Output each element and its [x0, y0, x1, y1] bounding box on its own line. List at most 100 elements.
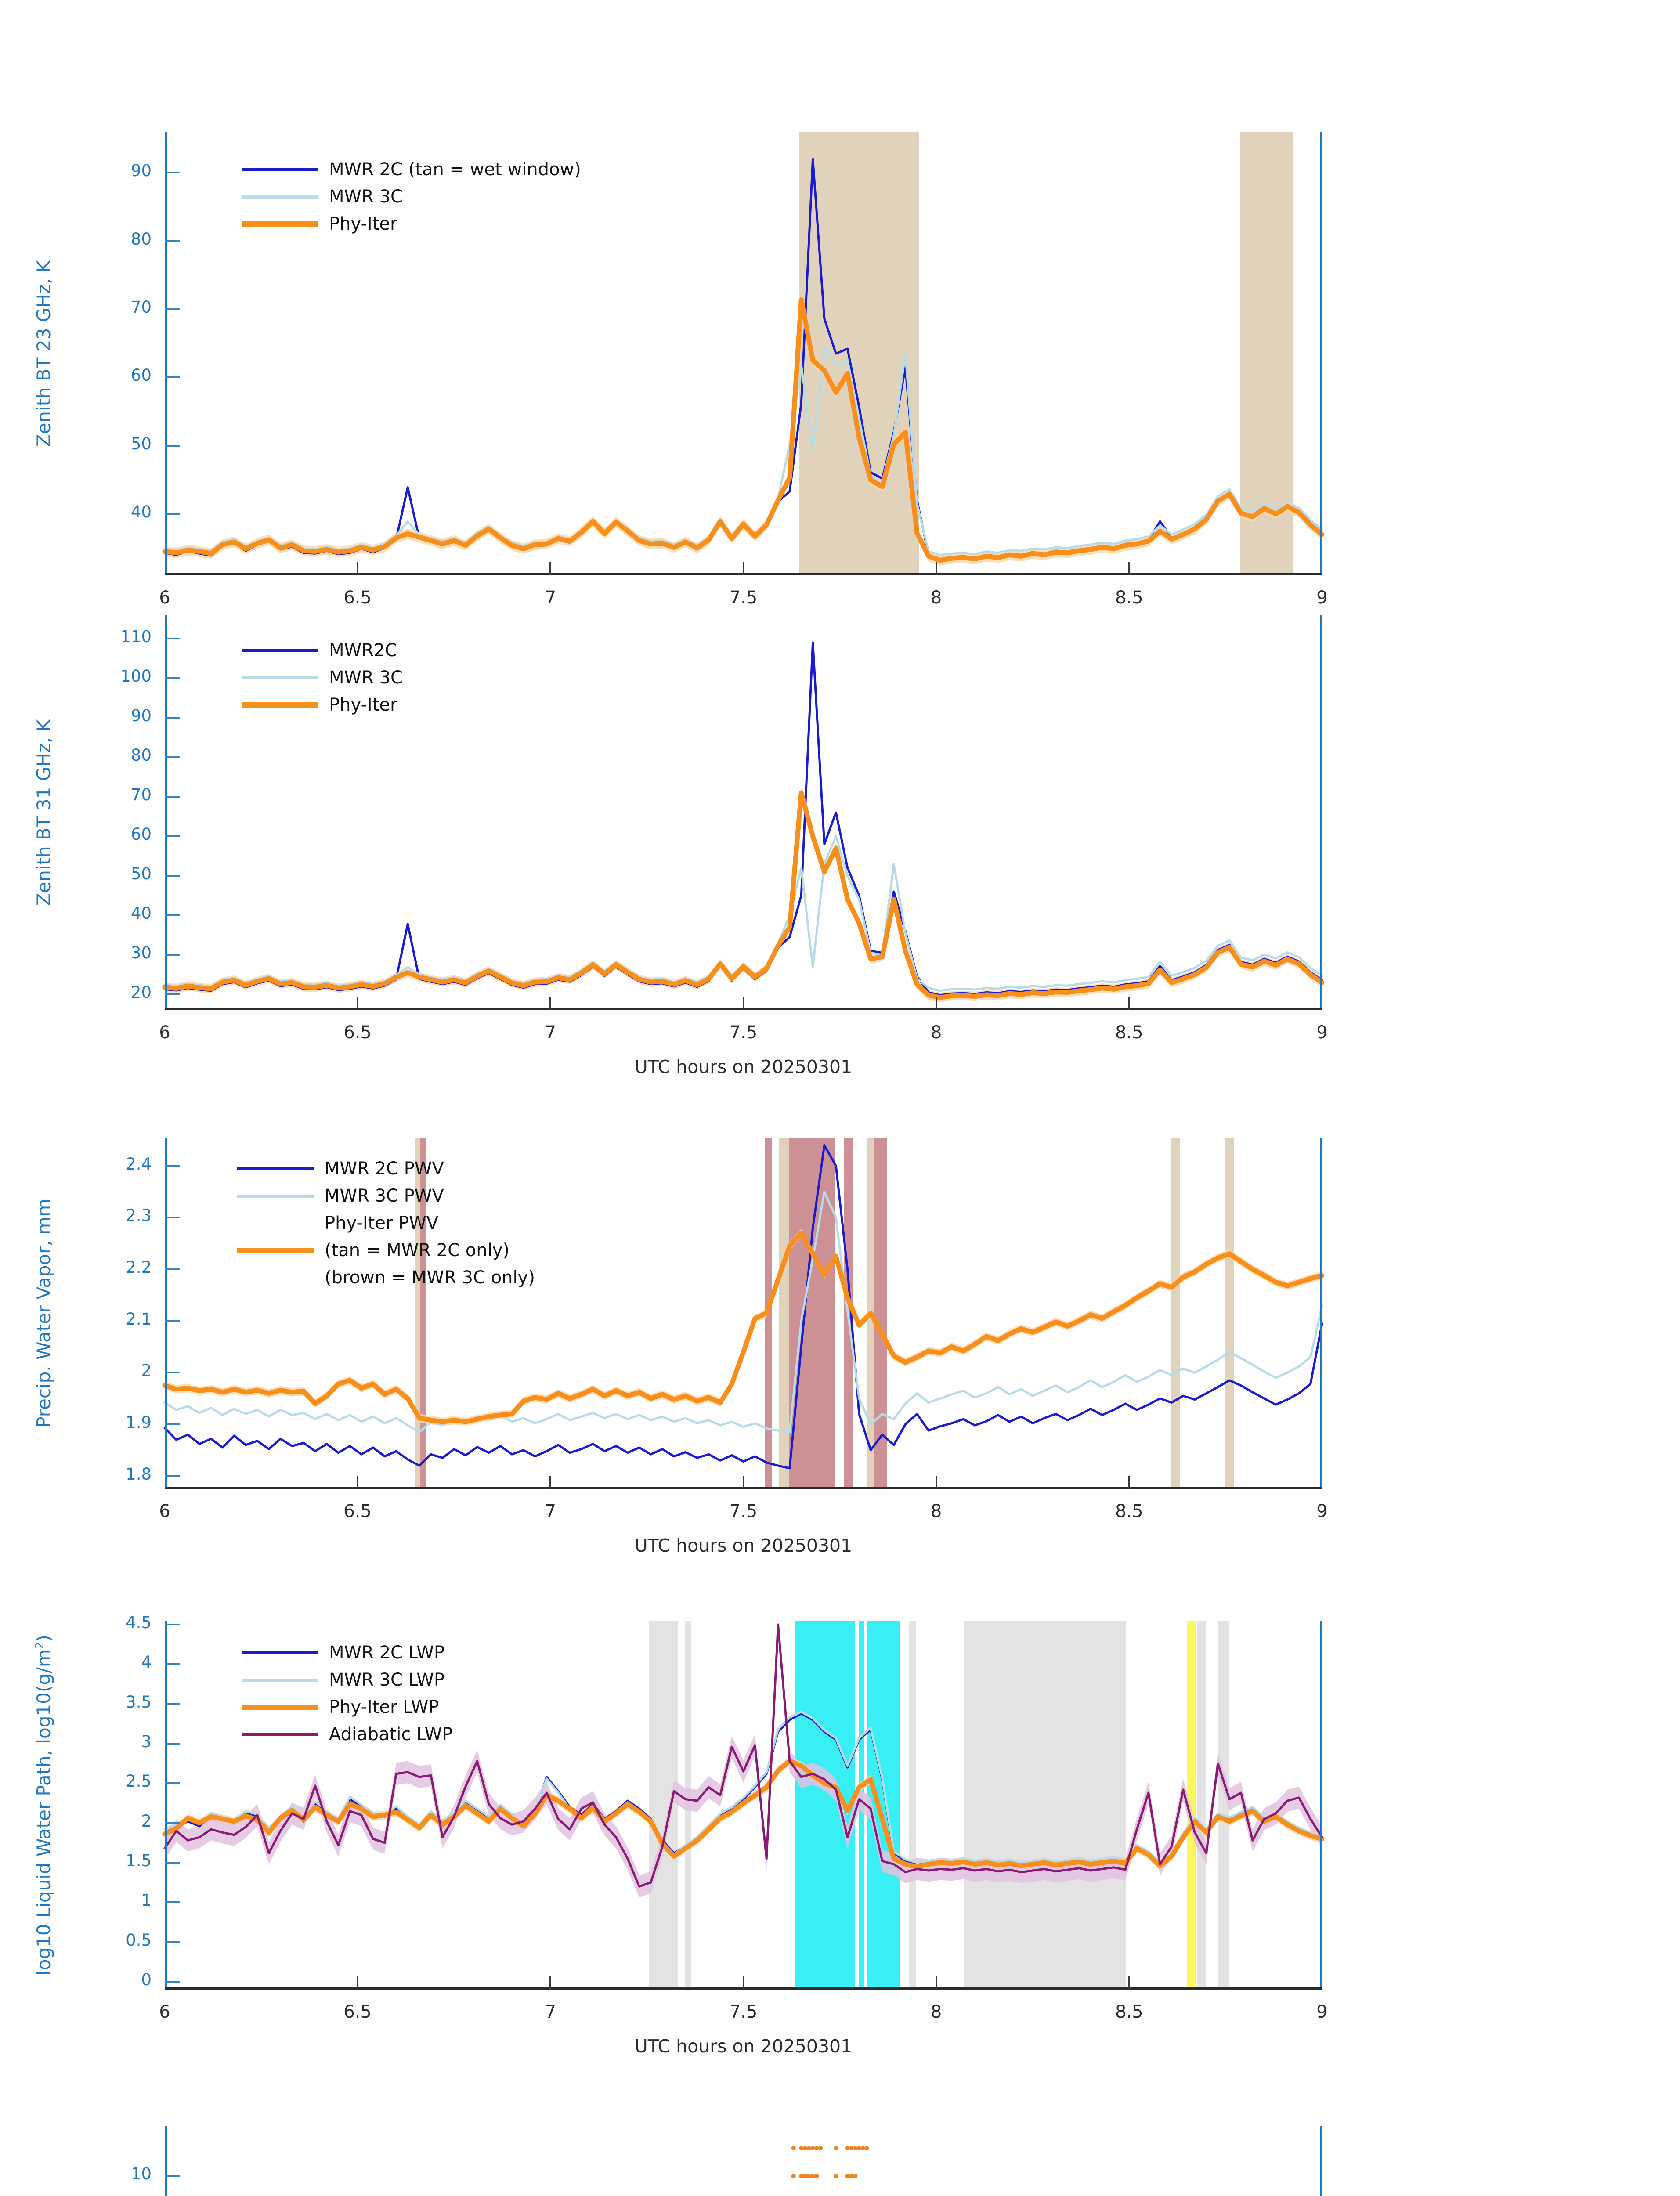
shaded-band	[1239, 132, 1293, 575]
y-axis-title: Precip. Water Vapor, mm	[33, 1199, 54, 1428]
x-tick-label: 6.5	[343, 1501, 372, 1521]
data-series-bt23	[162, 158, 1325, 566]
y-tick-label: 4.5	[126, 1613, 152, 1633]
y-tick-label: 2.4	[126, 1154, 152, 1174]
x-tick	[935, 997, 937, 1010]
x-tick-label: 7.5	[729, 1501, 758, 1521]
y-tick-label: 20	[130, 983, 152, 1002]
dq-flag-point	[810, 2146, 815, 2150]
legend-item[interactable]: Adiabatic LWP	[242, 1721, 452, 1748]
legend-item[interactable]: MWR 3C PWV	[237, 1182, 535, 1210]
legend-item[interactable]: MWR 3C	[242, 183, 581, 210]
legend-label: Phy-Iter	[329, 214, 397, 234]
legend-item[interactable]: (tan = MWR 2C only)	[237, 1237, 535, 1264]
dq-flag-point	[849, 2146, 854, 2150]
x-tick-label: 6	[159, 1501, 170, 1521]
line-phy-iter	[162, 790, 1325, 1000]
legend-swatch	[242, 676, 318, 679]
legend-item[interactable]: Phy-Iter LWP	[242, 1694, 452, 1721]
legend-item[interactable]: MWR 2C LWP	[242, 1639, 452, 1666]
legend-label: MWR 2C (tan = wet window)	[329, 159, 581, 180]
dq-flag-point	[845, 2174, 850, 2178]
y-axis-spine	[165, 2126, 167, 2196]
y-tick	[165, 513, 180, 515]
y-tick-label: 50	[130, 864, 152, 883]
x-tick	[742, 1476, 744, 1489]
x-tick-label: 6	[159, 1022, 170, 1043]
y-tick-label: 100	[120, 667, 152, 686]
legend-item[interactable]: MWR 2C (tan = wet window)	[242, 156, 581, 183]
y-tick	[165, 1782, 180, 1784]
legend-label: MWR 3C	[329, 668, 403, 688]
legend-item[interactable]: MWR 3C	[242, 664, 403, 691]
y-tick-label: 2.5	[126, 1772, 152, 1791]
legend-item[interactable]: Phy-Iter	[242, 691, 403, 719]
x-tick-label: 7.5	[729, 2002, 758, 2022]
x-tick-label: 9	[1316, 588, 1328, 608]
y-tick	[165, 638, 180, 639]
legend-swatch	[242, 1651, 318, 1654]
y-tick	[165, 796, 180, 798]
legend-item[interactable]: Phy-Iter	[242, 210, 581, 238]
dq-flag-point	[860, 2146, 865, 2150]
shaded-band	[1218, 1621, 1230, 1990]
data-series-dqflag	[791, 2146, 869, 2178]
legend-label: MWR 3C	[329, 187, 403, 207]
y-axis-spine	[165, 1621, 167, 1990]
y-tick-label: 40	[130, 904, 152, 923]
y-tick-label: 2.1	[126, 1309, 152, 1329]
plot-area-bt23: MWR 2C (tan = wet window) MWR 3C Phy-Iter	[162, 132, 1325, 575]
y-tick	[165, 1372, 180, 1374]
x-tick-label: 7	[545, 1501, 556, 1521]
y-tick	[165, 1861, 180, 1864]
legend-swatch	[237, 1276, 314, 1279]
y-tick-label: 2.3	[126, 1206, 152, 1225]
shaded-band	[1197, 1621, 1207, 1990]
y-tick-label: 70	[130, 785, 152, 804]
x-tick-label: 7.5	[729, 588, 758, 608]
y-tick	[165, 835, 180, 837]
x-tick	[1128, 997, 1130, 1010]
x-tick	[742, 1976, 744, 1990]
legend-item[interactable]: MWR 3C LWP	[242, 1666, 452, 1694]
shaded-band	[1225, 1138, 1234, 1489]
y-tick	[165, 1165, 180, 1167]
y-tick	[165, 1475, 180, 1477]
shaded-band	[1187, 1621, 1196, 1990]
dq-flag-point	[857, 2146, 861, 2150]
y-tick	[165, 1217, 180, 1219]
dq-flag-point	[853, 2174, 858, 2178]
legend-label: Adiabatic LWP	[329, 1724, 453, 1745]
y-tick	[165, 954, 180, 956]
plot-area-dqflag	[165, 2126, 1322, 2196]
x-tick-label: 7	[545, 2002, 556, 2022]
plot-area-bt31: MWR2C MWR 3C Phy-Iter	[162, 615, 1325, 1010]
x-tick-label: 8	[930, 2002, 942, 2022]
legend-pwv: MWR 2C PWV MWR 3C PWV Phy-Iter PWV (tan = M…	[237, 1155, 535, 1291]
legend-item[interactable]: (brown = MWR 3C only)	[237, 1264, 535, 1291]
dq-flag-point	[791, 2146, 796, 2150]
y-tick-label: 2	[141, 1361, 152, 1380]
y-tick	[165, 1423, 180, 1425]
y-tick	[165, 717, 180, 719]
y-tick-label: 80	[130, 746, 152, 765]
legend-swatch	[237, 1247, 314, 1253]
legend-item[interactable]: Phy-Iter PWV	[237, 1210, 535, 1237]
y-tick	[165, 2175, 180, 2177]
y-tick	[165, 1320, 180, 1322]
dq-flag-point	[806, 2174, 811, 2178]
x-tick-label: 8.5	[1115, 588, 1143, 608]
legend-item[interactable]: MWR2C	[242, 637, 403, 664]
legend-swatch	[242, 1678, 318, 1682]
x-tick-label: 9	[1316, 1022, 1328, 1043]
line-phy-iter	[162, 297, 1325, 563]
x-tick	[935, 562, 937, 575]
legend-label: Phy-Iter PWV	[325, 1213, 439, 1233]
legend-label: MWR 2C PWV	[325, 1159, 444, 1179]
x-tick-label: 8.5	[1115, 1501, 1143, 1521]
y-tick-label: 3.5	[126, 1692, 152, 1712]
x-tick	[1128, 562, 1130, 575]
x-tick-label: 7	[545, 1022, 556, 1043]
legend-item[interactable]: MWR 2C PWV	[237, 1155, 535, 1182]
